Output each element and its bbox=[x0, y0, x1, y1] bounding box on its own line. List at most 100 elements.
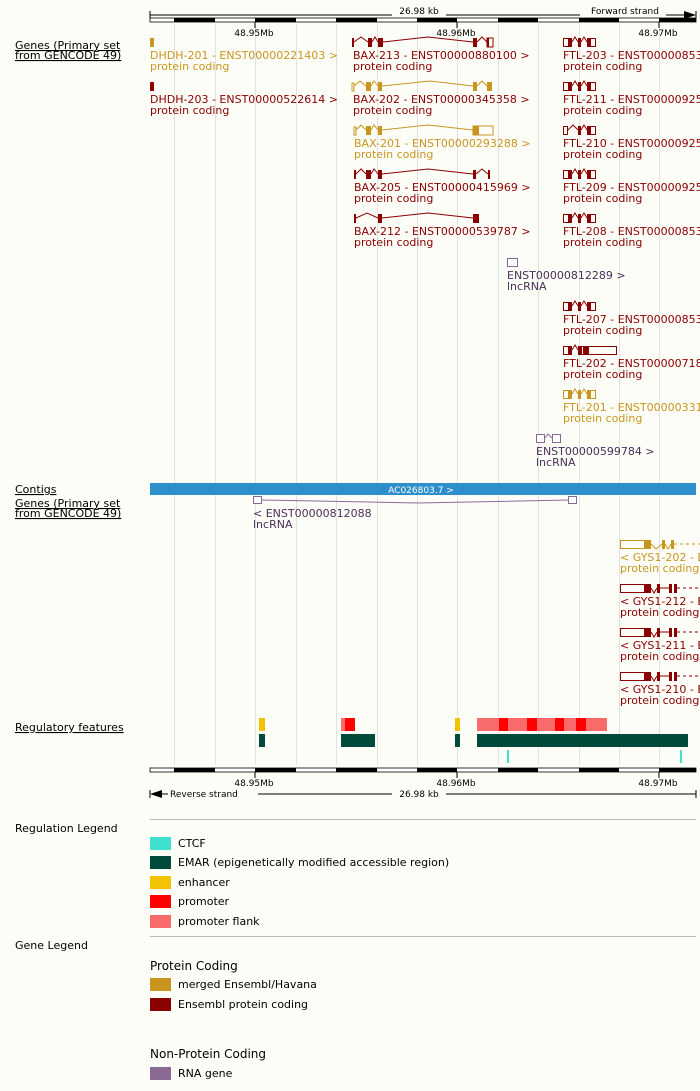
transcript-label[interactable]: DHDH-203 - ENST00000522614 > bbox=[150, 93, 338, 106]
transcript-label[interactable]: FTL-209 - ENST00000925 bbox=[563, 181, 700, 194]
transcript-gys1-210[interactable]: < GYS1-210 - E protein coding bbox=[620, 672, 700, 707]
transcript-gys1-212[interactable]: < GYS1-212 - E protein coding bbox=[620, 584, 700, 619]
transcript-label[interactable]: ENST00000812289 > bbox=[507, 269, 626, 282]
transcript-enst00000812088[interactable]: < ENST00000812088 lncRNA bbox=[253, 496, 577, 532]
regulatory-track-label[interactable]: Regulatory features bbox=[15, 721, 124, 734]
transcript-label[interactable]: BAX-202 - ENST00000345358 > bbox=[353, 93, 530, 106]
promoter-feature[interactable] bbox=[499, 718, 508, 731]
transcript-biotype: protein coding bbox=[354, 236, 433, 249]
legend-item-label: promoter bbox=[178, 895, 230, 908]
track-labels: Genes (Primary set from GENCODE 49) Conti… bbox=[15, 39, 124, 734]
genes-reverse-track-label[interactable]: Genes (Primary set from GENCODE 49) bbox=[15, 497, 121, 520]
transcript-label[interactable]: < ENST00000812088 bbox=[253, 507, 372, 520]
enhancer-feature[interactable] bbox=[259, 718, 265, 731]
transcript-dhdh-203[interactable]: DHDH-203 - ENST00000522614 > protein cod… bbox=[150, 82, 338, 117]
transcript-bax-205[interactable]: BAX-205 - ENST00000415969 > protein codi… bbox=[354, 168, 531, 205]
transcript-ftl-209[interactable]: FTL-209 - ENST00000925 protein coding bbox=[563, 168, 700, 205]
transcript-biotype: protein coding bbox=[150, 60, 229, 73]
transcript-label[interactable]: < GYS1-202 - E bbox=[620, 551, 700, 564]
genes-forward-track-label[interactable]: Genes (Primary set from GENCODE 49) bbox=[15, 39, 121, 62]
legend-item-label: CTCF bbox=[178, 837, 206, 850]
transcript-biotype: protein coding bbox=[563, 192, 642, 205]
transcript-biotype: protein coding bbox=[353, 104, 432, 117]
transcript-biotype: protein coding bbox=[150, 104, 229, 117]
reverse-genes: < ENST00000812088 lncRNA < GYS1-202 - E … bbox=[253, 496, 700, 707]
contigs-track-label[interactable]: Contigs bbox=[15, 483, 57, 496]
transcript-ftl-208[interactable]: FTL-208 - ENST00000853 protein coding bbox=[563, 212, 700, 249]
transcript-biotype: protein coding bbox=[354, 192, 433, 205]
transcript-biotype: protein coding bbox=[354, 148, 433, 161]
transcript-bax-202[interactable]: BAX-202 - ENST00000345358 > protein codi… bbox=[351, 80, 530, 117]
contig-name[interactable]: AC026803.7 > bbox=[388, 486, 454, 496]
transcript-enst00000599784[interactable]: ENST00000599784 > lncRNA bbox=[536, 433, 655, 469]
promoter-feature[interactable] bbox=[555, 718, 564, 731]
transcript-ftl-211[interactable]: FTL-211 - ENST00000925 protein coding bbox=[563, 80, 700, 117]
transcript-label[interactable]: BAX-201 - ENST00000293288 > bbox=[354, 137, 531, 150]
transcript-label[interactable]: FTL-211 - ENST00000925 bbox=[563, 93, 700, 106]
emar-feature[interactable] bbox=[455, 734, 460, 747]
transcript-label[interactable]: < GYS1-210 - E bbox=[620, 683, 700, 696]
transcript-label[interactable]: < GYS1-212 - E bbox=[620, 595, 700, 608]
transcript-gys1-202[interactable]: < GYS1-202 - E protein coding bbox=[620, 540, 700, 575]
contig-bar[interactable]: AC026803.7 > bbox=[150, 483, 696, 496]
transcript-label[interactable]: FTL-207 - ENST00000853 bbox=[563, 313, 700, 326]
transcript-bax-201[interactable]: BAX-201 - ENST00000293288 > protein codi… bbox=[353, 124, 531, 161]
transcript-bax-213[interactable]: BAX-213 - ENST00000880100 > protein codi… bbox=[352, 36, 530, 73]
transcript-label[interactable]: BAX-212 - ENST00000539787 > bbox=[354, 225, 531, 238]
transcript-biotype: protein coding bbox=[563, 104, 642, 117]
promoter-feature[interactable] bbox=[527, 718, 537, 731]
divider bbox=[150, 819, 696, 820]
legend-item-label: RNA gene bbox=[178, 1067, 233, 1080]
reverse-arrow-icon bbox=[150, 790, 162, 798]
promoter-flank-feature[interactable] bbox=[477, 718, 607, 731]
transcript-biotype: protein coding bbox=[563, 368, 642, 381]
transcript-ftl-210[interactable]: FTL-210 - ENST00000925 protein coding bbox=[563, 124, 700, 161]
transcript-enst00000812289[interactable]: ENST00000812289 > lncRNA bbox=[507, 258, 626, 294]
transcript-label[interactable]: FTL-210 - ENST00000925 bbox=[563, 137, 700, 150]
legend-item-label: enhancer bbox=[178, 876, 230, 889]
divider bbox=[150, 936, 696, 937]
tick-label: 48.95Mb bbox=[234, 29, 274, 39]
transcript-label[interactable]: DHDH-201 - ENST00000221403 > bbox=[150, 49, 338, 62]
transcript-biotype: protein coding bbox=[620, 606, 699, 619]
emar-feature[interactable] bbox=[341, 734, 375, 747]
ctcf-feature[interactable] bbox=[507, 750, 509, 763]
transcript-dhdh-201[interactable]: DHDH-201 - ENST00000221403 > protein cod… bbox=[150, 38, 338, 73]
emar-feature[interactable] bbox=[477, 734, 688, 747]
tick-label: 48.97Mb bbox=[638, 29, 678, 39]
tick-label: 48.95Mb bbox=[234, 779, 274, 789]
promoter-feature[interactable] bbox=[345, 718, 355, 731]
regulatory-features bbox=[259, 718, 688, 763]
transcript-ftl-201[interactable]: FTL-201 - ENST00000331 protein coding bbox=[563, 388, 700, 425]
transcript-label[interactable]: FTL-202 - ENST00000718 bbox=[563, 357, 700, 370]
bottom-scale-label: 26.98 kb bbox=[399, 790, 439, 800]
transcript-label[interactable]: FTL-201 - ENST00000331 bbox=[563, 401, 700, 414]
legend-item-label: merged Ensembl/Havana bbox=[178, 978, 317, 991]
transcript-biotype: lncRNA bbox=[253, 518, 293, 531]
transcript-label[interactable]: ENST00000599784 > bbox=[536, 445, 655, 458]
regulation-legend-title: Regulation Legend bbox=[15, 822, 118, 835]
legend-swatch bbox=[150, 837, 171, 850]
ctcf-feature[interactable] bbox=[680, 750, 682, 763]
legend-item-label: Ensembl protein coding bbox=[178, 998, 309, 1011]
transcript-label[interactable]: BAX-205 - ENST00000415969 > bbox=[354, 181, 531, 194]
transcript-bax-212[interactable]: BAX-212 - ENST00000539787 > protein codi… bbox=[354, 212, 531, 249]
transcript-label[interactable]: < GYS1-211 - E bbox=[620, 639, 700, 652]
transcript-label[interactable]: FTL-208 - ENST00000853 bbox=[563, 225, 700, 238]
enhancer-feature[interactable] bbox=[455, 718, 460, 731]
genome-browser-panel[interactable]: 26.98 kb Forward strand 48.95Mb 48.96Mb … bbox=[0, 0, 700, 810]
promoter-feature[interactable] bbox=[576, 718, 586, 731]
top-ruler: 26.98 kb Forward strand 48.95Mb 48.96Mb … bbox=[149, 7, 697, 39]
transcript-label[interactable]: FTL-203 - ENST00000853 bbox=[563, 49, 700, 62]
promoter-flank-feature[interactable] bbox=[341, 718, 345, 731]
transcript-label[interactable]: BAX-213 - ENST00000880100 > bbox=[353, 49, 530, 62]
legend-item-label: EMAR (epigenetically modified accessible… bbox=[178, 856, 450, 869]
transcript-biotype: lncRNA bbox=[507, 280, 547, 293]
transcript-ftl-207[interactable]: FTL-207 - ENST00000853 protein coding bbox=[563, 300, 700, 337]
transcript-gys1-211[interactable]: < GYS1-211 - E protein coding bbox=[620, 628, 700, 663]
transcript-ftl-203[interactable]: FTL-203 - ENST00000853 protein coding bbox=[563, 36, 700, 73]
transcript-biotype: protein coding bbox=[563, 236, 642, 249]
legend-item-label: promoter flank bbox=[178, 915, 260, 928]
transcript-ftl-202[interactable]: FTL-202 - ENST00000718 protein coding bbox=[563, 344, 700, 381]
emar-feature[interactable] bbox=[259, 734, 265, 747]
